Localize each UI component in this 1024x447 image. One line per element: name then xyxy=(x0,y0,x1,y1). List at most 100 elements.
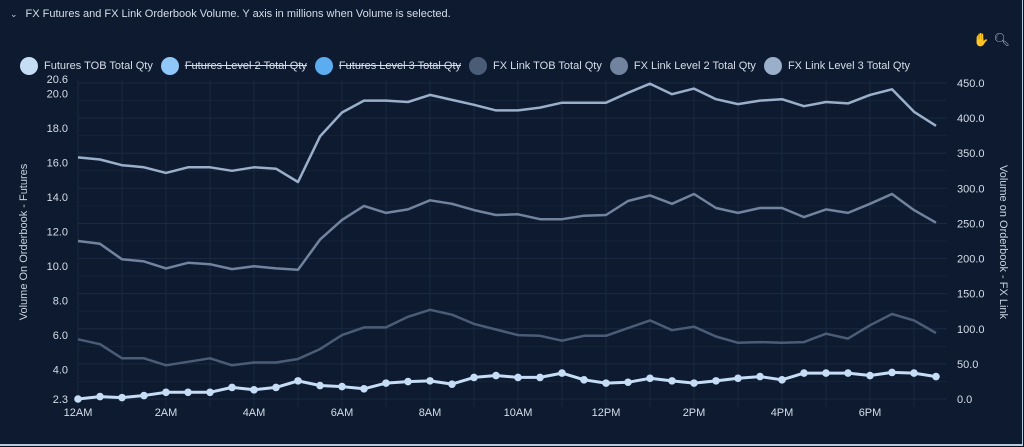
data-point xyxy=(932,372,940,381)
data-point xyxy=(96,392,104,401)
y-left-tick-label: 10.0 xyxy=(47,261,68,273)
x-tick-label: 6AM xyxy=(331,407,354,419)
data-point xyxy=(822,369,830,377)
y-right-tick-label: 0.0 xyxy=(957,394,972,406)
y-right-tick-label: 250.0 xyxy=(957,218,985,230)
data-point xyxy=(734,374,742,383)
y-left-tick-label: 4.0 xyxy=(53,365,68,377)
data-point xyxy=(712,377,720,385)
legend-label: FX Link TOB Total Qty xyxy=(493,60,602,72)
panel-header[interactable]: ⌄ FX Futures and FX Link Orderbook Volum… xyxy=(10,8,451,20)
x-tick-label: 8AM xyxy=(419,407,442,419)
y-left-tick-label: 14.0 xyxy=(47,192,68,204)
y-right-tick-label: 100.0 xyxy=(957,324,985,336)
data-point xyxy=(910,369,918,377)
data-point xyxy=(382,379,390,387)
data-point xyxy=(624,378,632,387)
magnifier-icon[interactable]: 🔍︎ xyxy=(993,32,1010,47)
data-point xyxy=(668,377,676,385)
y-left-tick-label: 16.0 xyxy=(47,157,68,169)
x-tick-label: 2AM xyxy=(155,407,178,419)
data-point xyxy=(162,388,170,397)
data-point xyxy=(272,383,280,392)
y-right-axis-title: Volume on Orderbook - FX Link xyxy=(997,165,1009,320)
legend-item[interactable]: Futures Level 2 Total Qty xyxy=(160,57,307,75)
legend-item[interactable]: FX Link TOB Total Qty xyxy=(469,57,602,75)
data-point xyxy=(294,377,302,385)
data-point xyxy=(206,388,214,397)
y-right-tick-label: 300.0 xyxy=(957,183,985,195)
data-point xyxy=(338,382,346,391)
data-point xyxy=(646,374,654,383)
data-point xyxy=(250,386,258,394)
data-point xyxy=(888,368,896,377)
series-line xyxy=(77,370,937,401)
chart-toolbar: ✋ 🔍︎ xyxy=(973,32,1010,48)
series-futures-tob-total-qty xyxy=(74,368,940,403)
data-point xyxy=(866,371,874,380)
y-right-tick-label: 450.0 xyxy=(957,78,985,90)
legend-item[interactable]: Futures TOB Total Qty xyxy=(20,57,153,75)
legend-marker xyxy=(469,57,488,75)
legend-item[interactable]: FX Link Level 3 Total Qty xyxy=(763,57,910,75)
y-left-tick-label: 20.6 xyxy=(47,74,68,86)
data-point xyxy=(690,379,698,387)
y-left-tick-label: 8.0 xyxy=(53,296,68,308)
data-point xyxy=(228,383,236,392)
data-point xyxy=(580,376,588,384)
chart-title: FX Futures and FX Link Orderbook Volume.… xyxy=(25,8,451,20)
data-point xyxy=(118,393,126,402)
data-point xyxy=(756,372,764,381)
y-right-tick-label: 150.0 xyxy=(957,289,985,301)
y-right-tick-label: 50.0 xyxy=(957,359,978,371)
data-point xyxy=(558,369,566,377)
data-point xyxy=(844,369,852,377)
y-left-tick-label: 6.0 xyxy=(53,330,68,342)
legend-item[interactable]: FX Link Level 2 Total Qty xyxy=(609,57,756,75)
data-point xyxy=(602,379,610,387)
data-point xyxy=(316,381,324,390)
legend-marker xyxy=(314,57,333,75)
series-fx-link-level-3-total-qty xyxy=(77,82,937,184)
series-line xyxy=(77,82,937,184)
y-left-tick-label: 2.3 xyxy=(53,394,68,406)
x-tick-label: 6PM xyxy=(859,407,882,419)
x-tick-label: 12AM xyxy=(64,407,93,419)
legend-marker xyxy=(160,57,179,75)
legend-marker xyxy=(609,57,628,75)
y-left-tick-label: 12.0 xyxy=(47,227,68,239)
y-right-tick-label: 200.0 xyxy=(957,254,985,266)
legend-label: Futures Level 3 Total Qty xyxy=(338,60,462,72)
data-point xyxy=(800,369,808,377)
x-tick-label: 10AM xyxy=(504,407,533,419)
series-line xyxy=(77,308,937,367)
y-right-tick-label: 350.0 xyxy=(957,148,985,160)
y-left-tick-label: 18.0 xyxy=(47,123,68,135)
hand-icon[interactable]: ✋ xyxy=(973,32,990,47)
data-point xyxy=(74,395,82,403)
series-fx-link-tob-total-qty xyxy=(77,308,937,367)
data-point xyxy=(404,377,412,386)
legend-item[interactable]: Futures Level 3 Total Qty xyxy=(314,57,462,75)
data-point xyxy=(536,373,544,382)
y-left-tick-label: 20.0 xyxy=(47,88,68,100)
data-point xyxy=(140,391,148,400)
data-point xyxy=(470,373,478,382)
data-point xyxy=(426,377,434,385)
chevron-down-icon[interactable]: ⌄ xyxy=(10,8,18,19)
x-tick-label: 4AM xyxy=(243,407,266,419)
x-tick-label: 2PM xyxy=(683,407,706,419)
data-point xyxy=(360,385,368,393)
legend-marker xyxy=(763,57,782,75)
legend-label: Futures Level 2 Total Qty xyxy=(184,60,307,72)
y-left-axis-title: Volume On Orderbook - Futures xyxy=(18,163,30,320)
y-right-tick-label: 400.0 xyxy=(957,113,985,125)
series-fx-link-level-2-total-qty xyxy=(77,192,937,272)
legend-marker xyxy=(20,57,38,75)
data-point xyxy=(448,380,456,388)
data-point xyxy=(184,388,192,397)
data-point xyxy=(514,373,522,382)
legend-label: Futures TOB Total Qty xyxy=(44,60,153,72)
